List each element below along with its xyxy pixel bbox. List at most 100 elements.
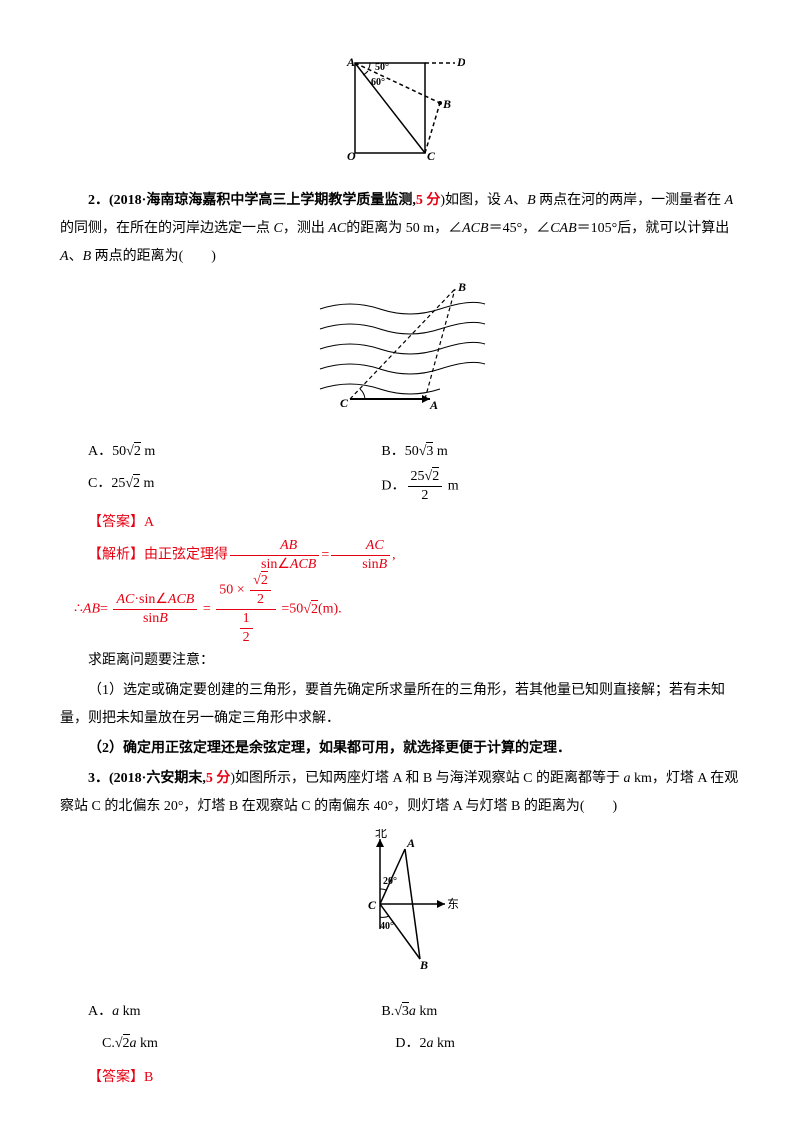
choice-d: D． 25 2 2 m (381, 470, 674, 503)
label-a: A (346, 55, 355, 69)
wave2 (320, 322, 485, 334)
q2-source: 海南琼海嘉积中学高三上学期教学质量监测, (146, 193, 416, 208)
q3-a: a (624, 771, 631, 786)
sol-sin1: sin (261, 557, 277, 572)
q2-cab: CAB (550, 221, 576, 236)
wave1 (320, 302, 485, 314)
c-d-nr: 2 (432, 467, 439, 484)
c-d-den: 2 (408, 487, 443, 503)
question-2: 2．(2018·海南琼海嘉积中学高三上学期教学质量监测,5 分)如图，设 A、B… (60, 187, 740, 271)
solution-2b: ∴AB= AC·sin∠ACBsinB = 50 × 2212 =502(m). (74, 574, 740, 645)
c-b-v: 50 (405, 444, 419, 459)
c-b-u: m (433, 444, 447, 459)
figure-3: 北 东 C A B 20° 40° (60, 829, 740, 990)
q3-t1: )如图所示，已知两座灯塔 A 和 B 与海洋观察站 C 的距离都等于 (230, 771, 623, 786)
q3a-pre: A． (88, 1004, 112, 1019)
c-c-v: 25 (111, 476, 125, 491)
sol-ang2: ∠ (155, 592, 168, 607)
answer-3: 【答案】B (60, 1064, 740, 1092)
q3-choice-c: C.2a km (102, 1030, 395, 1058)
q2-a3: A (60, 249, 69, 264)
q2-ac: AC (328, 221, 346, 236)
sol-r2b: 2 (311, 600, 318, 617)
sol-ac: AC (331, 539, 390, 556)
arc-20 (380, 889, 386, 890)
q2-45: 45°， (503, 221, 537, 236)
f2-c: C (340, 396, 349, 410)
sol-sin2: sin (362, 557, 378, 572)
line-ab (355, 63, 440, 103)
q3b-r: 3 (402, 1002, 409, 1019)
q3-points: 5 分 (206, 771, 231, 786)
sol-sin4: sin (143, 611, 159, 626)
q2-t3: 两点在河的两岸，一测量者在 (536, 193, 725, 208)
q3-choices: A．a km B.3a km C.2a km D．2a km (88, 998, 740, 1062)
q2-dist: 的距离为 50 m， (346, 221, 448, 236)
question-3: 3．(2018·六安期末,5 分)如图所示，已知两座灯塔 A 和 B 与海洋观察… (60, 765, 740, 821)
c-d-nc: 25 (411, 469, 425, 484)
figure-1: A D B O C 50° 60° (60, 48, 740, 179)
c-a-pre: A． (88, 444, 112, 459)
wave3 (320, 342, 485, 354)
sol-1: 1 (240, 612, 253, 629)
q2-prefix: 2．(2018· (88, 193, 146, 208)
note-h: 求距离问题要注意： (60, 647, 740, 675)
c-c-pre: C． (88, 476, 111, 491)
q2-t4: 的同侧，在所在的河岸边选定一点 (60, 221, 274, 236)
arc-60 (363, 71, 368, 75)
sol-so: ∴ (74, 602, 83, 617)
c-b-pre: B． (381, 444, 404, 459)
q2-t5: ，测出 (283, 221, 329, 236)
q2-eq: ＝ (489, 221, 503, 236)
q2-c: C (274, 221, 283, 236)
c-d-pre: D． (381, 479, 405, 494)
sol-ab2: AB (83, 602, 100, 617)
sol-acb: ACB (290, 557, 316, 572)
line-bc (425, 103, 440, 153)
sol-50: 50 (219, 583, 233, 598)
q3-choice-a: A．a km (88, 998, 381, 1026)
q2-105: ＝105°后，就可以计算出 (577, 221, 730, 236)
f3-a: A (406, 836, 415, 850)
line-ac (355, 63, 425, 153)
q2-b2: B (83, 249, 92, 264)
label-60: 60° (371, 77, 385, 88)
point-b (438, 101, 442, 105)
figure-2: C A B (60, 279, 740, 430)
q2-choices: A．502 m B．503 m C．252 m D．2522 m (88, 438, 740, 507)
sol-u: (m). (318, 602, 342, 617)
arc-50 (368, 63, 370, 70)
q3a-u: km (119, 1004, 140, 1019)
q3d-pre: D． (395, 1036, 419, 1051)
q2-b: B (527, 193, 536, 208)
sol-res: 50 (289, 602, 303, 617)
note-p1: （1）选定或确定要创建的三角形，要首先确定所求量所在的三角形，若其他量已知则直接… (60, 677, 740, 733)
f3-c: C (368, 898, 377, 912)
q2-t1: )如图，设 (440, 193, 504, 208)
q2-points: 5 分 (416, 193, 441, 208)
arrow-n (376, 839, 384, 847)
c-d-u: m (444, 479, 458, 494)
c-c-r: 2 (133, 474, 140, 491)
sol-eq2: = (100, 602, 108, 617)
arc-c (360, 389, 365, 399)
q3b-u: km (416, 1004, 437, 1019)
q2-a2: A (725, 193, 734, 208)
q2-tail: 两点的距离为( ) (91, 249, 216, 264)
q3-choice-b: B.3a km (381, 998, 674, 1026)
f3-40: 40° (380, 921, 394, 932)
sol-x: × (233, 583, 248, 598)
f3-e: 东 (447, 897, 459, 911)
f2-a: A (429, 398, 438, 412)
arc-40 (380, 916, 389, 917)
sol-eq1: = (321, 548, 329, 563)
q3d-a: a (427, 1036, 434, 1051)
q3c-v: a (130, 1036, 137, 1051)
sol-r2: 2 (261, 571, 268, 588)
q3d-v: 2 (420, 1036, 427, 1051)
q3b-pre: B. (381, 1004, 394, 1019)
note-p2: （2）确定用正弦定理还是余弦定理，如果都可用，就选择更便于计算的定理． (60, 735, 740, 763)
q2-t6: 、 (69, 249, 83, 264)
q2-t2: 、 (513, 193, 527, 208)
sol-pre: 【解析】由正弦定理得 (88, 548, 228, 563)
